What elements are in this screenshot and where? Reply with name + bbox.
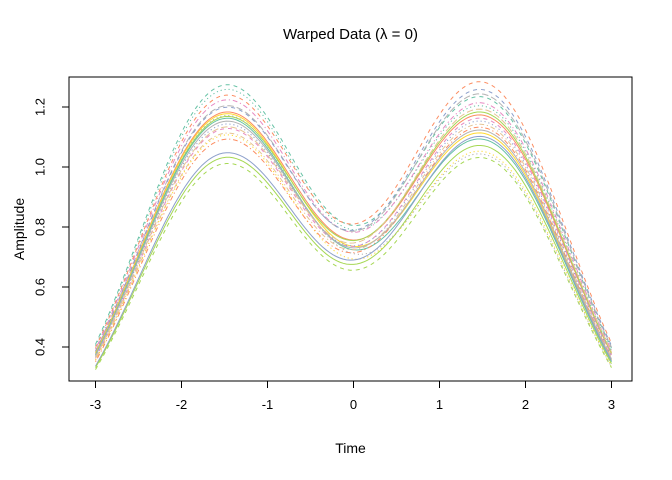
y-tick-label: 0.6 [32, 277, 48, 297]
x-tick-label: 3 [607, 397, 616, 412]
data-curve-curve-19 [95, 108, 612, 359]
y-axis-title: Amplitude [11, 197, 27, 261]
data-curve-curve-21 [95, 114, 612, 367]
x-tick-label: -1 [261, 397, 274, 412]
curves-group [95, 81, 612, 370]
data-curve-curve-05 [95, 93, 612, 352]
x-axis-title: Time [335, 440, 366, 456]
x-tick-label: 0 [349, 397, 358, 412]
data-curve-curve-11 [95, 117, 612, 359]
x-tick-label: -2 [175, 397, 188, 412]
data-curve-curve-06 [95, 88, 612, 352]
x-tick-label: 2 [521, 397, 530, 412]
x-tick-label: -3 [89, 397, 102, 412]
data-curve-curve-09 [95, 111, 612, 355]
data-curve-curve-16 [95, 145, 612, 368]
data-curve-curve-18 [95, 120, 612, 358]
y-tick-label: 1.0 [32, 157, 48, 177]
data-curve-curve-14 [95, 126, 612, 363]
data-curve-curve-17 [95, 120, 612, 360]
plot-box-frame [68, 76, 633, 382]
y-tick-label: 0.8 [32, 217, 48, 237]
y-tick-label: 0.4 [32, 337, 48, 357]
data-curve-curve-04 [95, 99, 612, 351]
plot-title: Warped Data (λ = 0) [283, 26, 418, 43]
data-curve-curve-02 [95, 88, 612, 352]
x-tick-label: 1 [435, 397, 444, 412]
data-curve-curve-03 [95, 81, 612, 348]
data-curve-curve-12 [95, 123, 612, 361]
data-curve-curve-07 [95, 111, 612, 355]
data-curve-curve-20 [95, 156, 612, 370]
y-tick-label: 1.2 [32, 97, 48, 117]
axis-ticks [62, 106, 612, 388]
data-curve-curve-15 [95, 135, 612, 367]
